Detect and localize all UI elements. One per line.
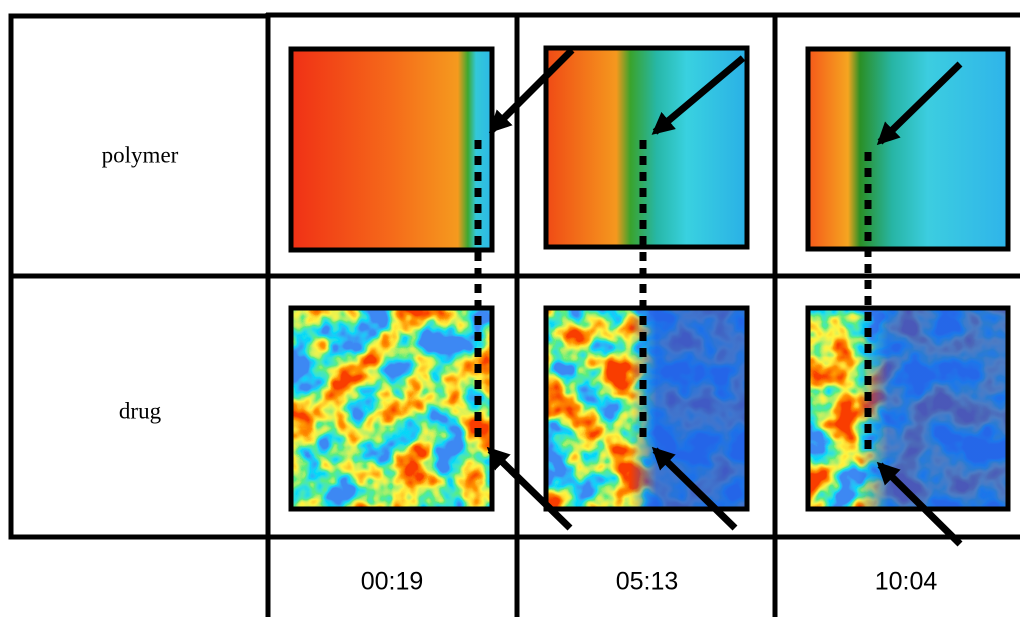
column-label: 10:04 (875, 568, 938, 596)
row-label: polymer (102, 142, 179, 167)
polymer-images (291, 48, 1008, 250)
row-label: drug (119, 398, 162, 423)
drug-images (291, 308, 1008, 509)
column-label: 00:19 (361, 568, 424, 596)
figure: polymer drug 00:19 05:13 10:04 (0, 0, 1020, 617)
column-label: 05:13 (616, 568, 679, 596)
